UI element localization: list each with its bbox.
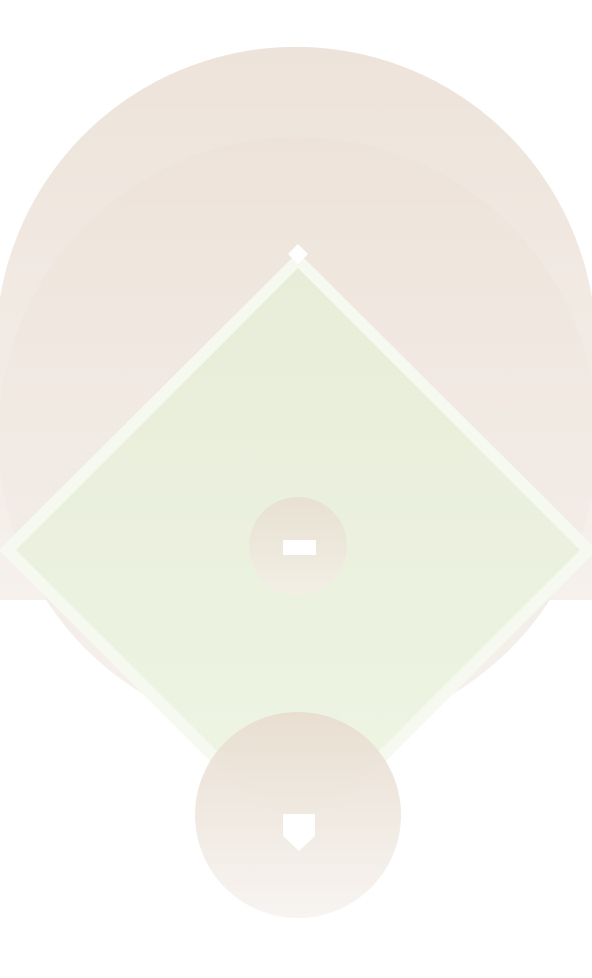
pitching-rubber-icon bbox=[283, 540, 316, 555]
home-plate-icon bbox=[283, 814, 315, 851]
second-base-icon bbox=[288, 244, 308, 264]
